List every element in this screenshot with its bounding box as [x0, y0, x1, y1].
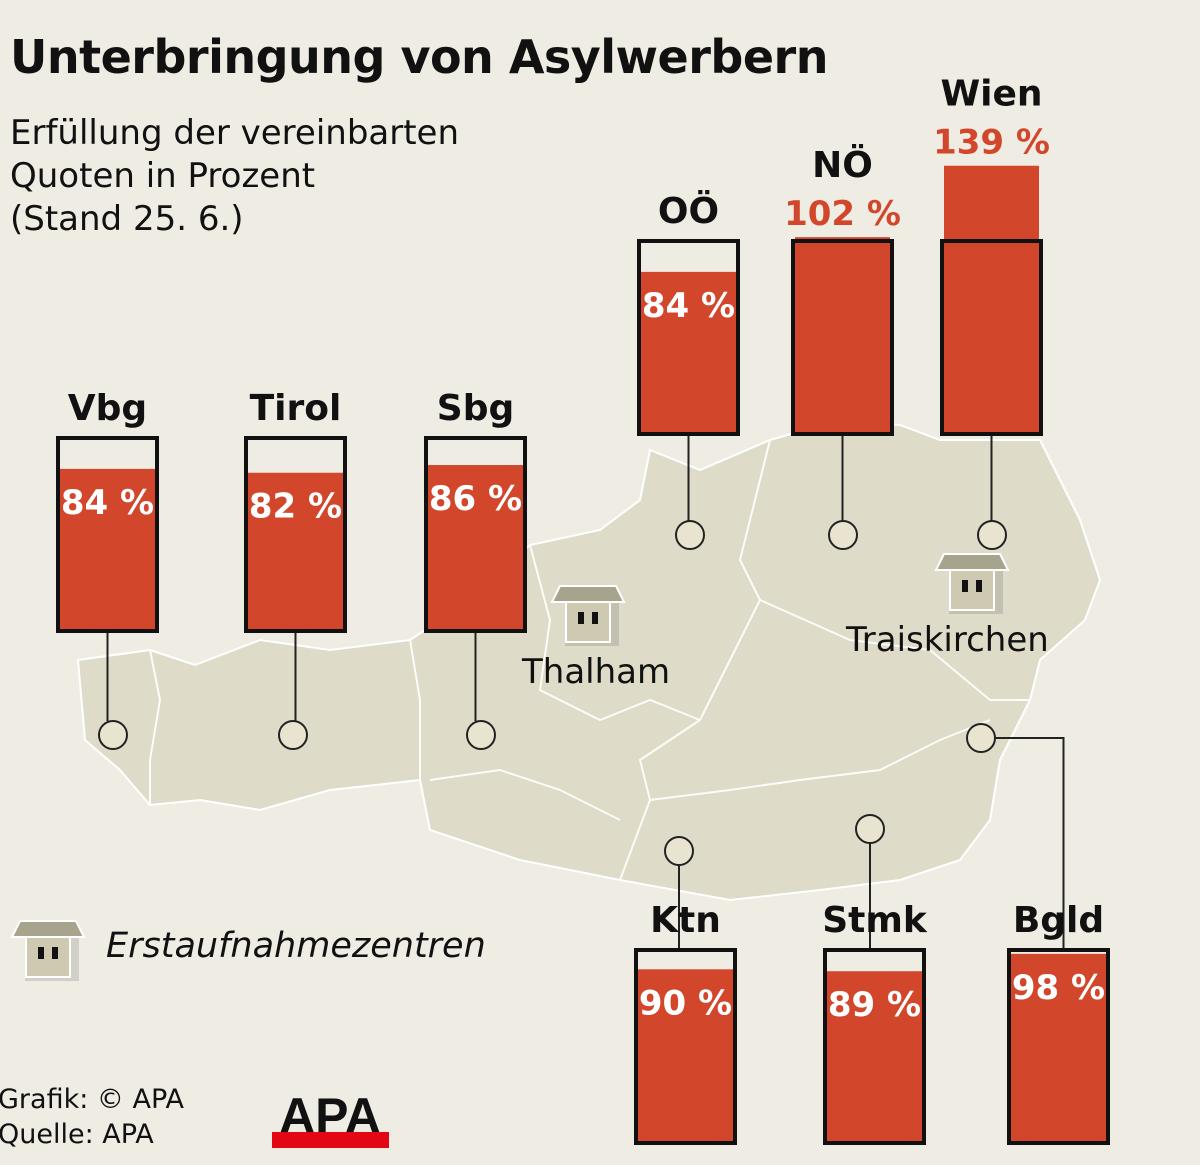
- bar-fill: [60, 468, 155, 631]
- bar-value-label: 84 %: [642, 286, 735, 326]
- bar-group-1: Tirol 82 %: [244, 388, 347, 633]
- bar-category-label: Stmk: [822, 900, 928, 941]
- bar-fill: [428, 465, 523, 631]
- bar-outline: [244, 436, 347, 633]
- bar-outline: [424, 436, 527, 633]
- bar-value-label: 139 %: [933, 123, 1050, 163]
- bar-category-label: NÖ: [812, 144, 873, 186]
- bar-category-label: Bgld: [1013, 900, 1104, 941]
- bar-value-label: 84 %: [61, 483, 154, 523]
- location-dot: [675, 520, 705, 550]
- bar-outline: [791, 239, 894, 436]
- house-icon: [934, 553, 1010, 614]
- bar-category-label: OÖ: [658, 190, 719, 232]
- bar-value-label: 102 %: [784, 194, 901, 234]
- houses: [10, 553, 1010, 981]
- bar-fill: [1011, 953, 1106, 1143]
- bar-group-3: OÖ 84 %: [637, 190, 740, 436]
- place-traiskirchen: Traiskirchen: [846, 620, 1049, 660]
- bars: Vbg 84 % Tirol 82 % Sbg 86 % OÖ 84 % NÖ 102 % Wien…: [56, 74, 1110, 1145]
- bar-fill: [638, 969, 733, 1143]
- bar-fill: [795, 237, 890, 434]
- bar-group-4: NÖ 102 %: [784, 144, 901, 436]
- bar-group-2: Sbg 86 %: [424, 388, 527, 633]
- bar-value-label: 90 %: [639, 983, 732, 1023]
- bar-category-label: Tirol: [250, 388, 342, 429]
- bar-outline: [823, 948, 926, 1145]
- bar-category-label: Ktn: [650, 900, 721, 941]
- location-dot: [977, 520, 1007, 550]
- bar-group-0: Vbg 84 %: [56, 388, 159, 633]
- location-dot: [664, 836, 694, 866]
- bar-outline: [940, 239, 1043, 436]
- bar-group-5: Wien 139 %: [933, 74, 1050, 436]
- bar-group-7: Stmk 89 %: [822, 900, 928, 1145]
- bar-category-label: Vbg: [68, 388, 147, 429]
- bar-value-label: 89 %: [828, 985, 921, 1025]
- leader-line: [981, 737, 1065, 950]
- credit: Grafik: © APA Quelle: APA: [0, 1084, 184, 1150]
- bar-value-label: 86 %: [429, 479, 522, 519]
- location-dot: [855, 814, 885, 844]
- bar-outline: [637, 239, 740, 436]
- bar-category-label: Wien: [940, 74, 1042, 115]
- bar-category-label: Sbg: [437, 388, 514, 429]
- house-icon: [550, 585, 626, 646]
- leader-lines: [98, 434, 1065, 950]
- chart-subtitle: Erfüllung der vereinbarten Quoten in Pro…: [10, 113, 460, 239]
- bar-outline: [1007, 948, 1110, 1145]
- bar-outline: [634, 948, 737, 1145]
- location-dot: [466, 720, 496, 750]
- chart-title: Unterbringung von Asylwerbern: [10, 30, 829, 84]
- apa-logo: APA: [272, 1088, 389, 1148]
- house-icon: [10, 920, 86, 981]
- location-dot: [98, 720, 128, 750]
- location-dot: [828, 520, 858, 550]
- bar-fill: [944, 165, 1039, 435]
- location-dot: [278, 720, 308, 750]
- bar-value-label: 82 %: [249, 487, 342, 527]
- bar-group-8: Bgld 98 %: [1007, 900, 1110, 1145]
- bar-group-6: Ktn 90 %: [634, 900, 737, 1145]
- place-thalham: Thalham: [522, 652, 671, 692]
- bar-fill: [641, 271, 736, 434]
- legend-label: Erstaufnahmezentren: [106, 926, 486, 966]
- bar-value-label: 98 %: [1012, 968, 1105, 1008]
- bar-fill: [827, 971, 922, 1143]
- location-dot: [966, 723, 996, 753]
- bar-fill: [248, 472, 343, 631]
- bar-outline: [56, 436, 159, 633]
